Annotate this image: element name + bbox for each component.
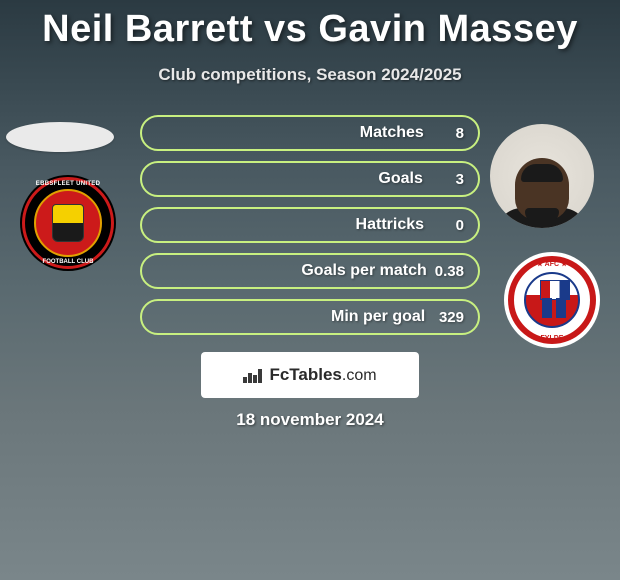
stat-row: Min per goal 329 [140, 299, 480, 335]
stat-value-right: 8 [434, 125, 464, 142]
stat-row: Hattricks 0 [140, 207, 480, 243]
subtitle: Club competitions, Season 2024/2025 [0, 65, 620, 85]
bar-chart-icon [243, 367, 263, 383]
stat-row: Goals 3 [140, 161, 480, 197]
stats-table: Matches 8 Goals 3 Hattricks 0 Goals per match 0… [0, 115, 620, 345]
stat-value-right: 329 [434, 309, 464, 326]
page-title: Neil Barrett vs Gavin Massey [0, 0, 620, 51]
stat-label: Goals per match [301, 262, 426, 280]
stat-label: Matches [360, 124, 424, 142]
stat-row: Matches 8 [140, 115, 480, 151]
stat-value-right: 3 [434, 171, 464, 188]
fctables-badge[interactable]: FcTables.com [201, 352, 419, 398]
stat-row: Goals per match 0.38 [140, 253, 480, 289]
stat-label: Hattricks [356, 216, 424, 234]
date-label: 18 november 2024 [0, 410, 620, 430]
stat-label: Goals [378, 170, 422, 188]
stat-value-right: 0.38 [434, 263, 464, 280]
fctables-label: FcTables.com [269, 365, 376, 385]
stat-value-right: 0 [434, 217, 464, 234]
stat-label: Min per goal [331, 308, 425, 326]
